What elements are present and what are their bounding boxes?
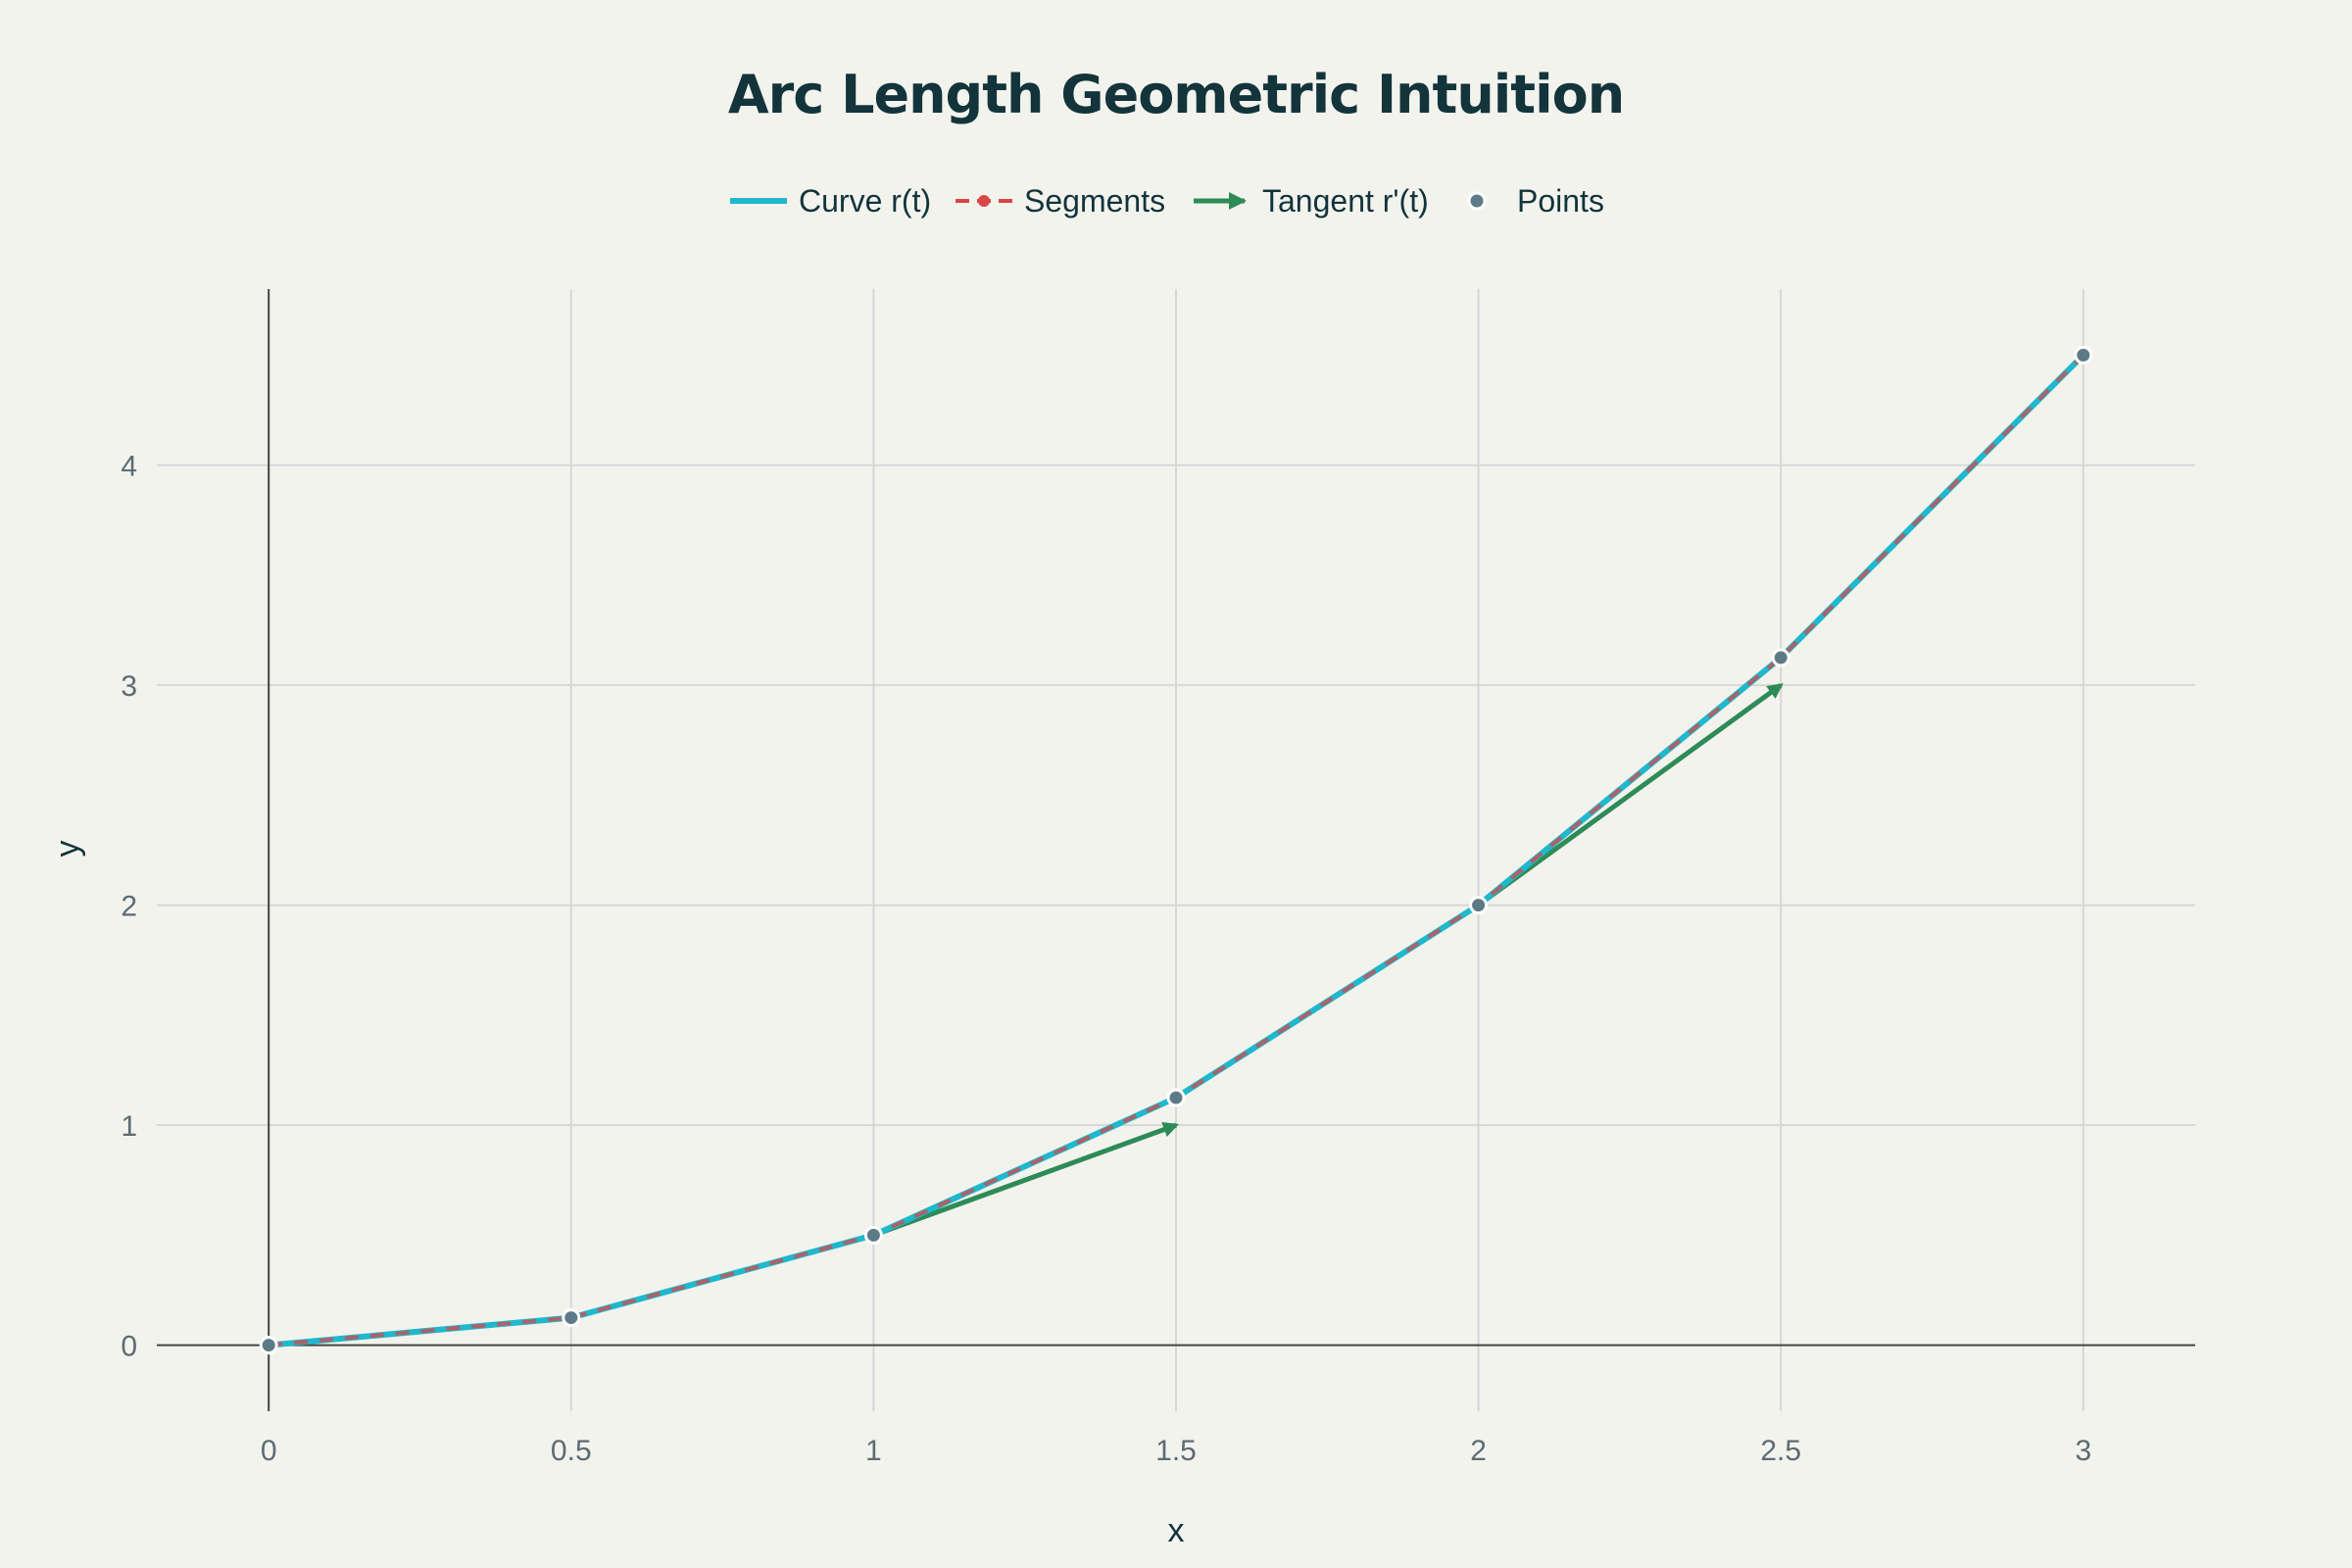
y-tick-label: 1	[121, 1110, 137, 1143]
x-tick-label: 2.5	[1760, 1435, 1801, 1467]
data-point	[259, 1336, 278, 1355]
data-point	[562, 1308, 581, 1328]
y-axis-ticks: 0 1 2 3 4	[121, 451, 137, 1363]
data-point	[863, 1225, 883, 1245]
legend-item: Tangent r'(t)	[1194, 183, 1429, 219]
data-point	[1469, 896, 1489, 915]
x-tick-label: 1	[865, 1435, 882, 1467]
axes	[157, 289, 2195, 1411]
x-tick-label: 2	[1470, 1435, 1487, 1467]
x-tick-label: 0	[261, 1435, 277, 1467]
y-tick-label: 2	[121, 891, 137, 923]
grid	[157, 289, 2195, 1411]
data-point	[1166, 1088, 1186, 1107]
legend-swatch-points	[1467, 191, 1487, 211]
chart-title: Arc Length Geometric Intuition	[728, 64, 1624, 125]
legend-label: Segments	[1024, 183, 1165, 219]
y-tick-label: 3	[121, 670, 137, 703]
y-axis-title: y	[49, 841, 86, 858]
y-tick-label: 4	[121, 451, 137, 483]
legend-item: Segments	[956, 183, 1165, 219]
x-tick-label: 0.5	[551, 1435, 592, 1467]
tangent-arrow	[1477, 683, 1784, 907]
x-tick-label: 1.5	[1155, 1435, 1197, 1467]
data-point	[2074, 345, 2093, 365]
series	[259, 345, 2093, 1355]
x-axis-title: x	[1168, 1512, 1185, 1549]
legend-item: Curve r(t)	[730, 183, 931, 219]
legend-swatch-tangent-arrowhead	[1229, 192, 1247, 210]
x-axis-ticks: 0 0.5 1 1.5 2 2.5 3	[261, 1435, 2091, 1467]
legend-item: Points	[1467, 183, 1604, 219]
tangent-arrow	[872, 1121, 1180, 1238]
x-tick-label: 3	[2075, 1435, 2091, 1467]
legend-swatch-segments-marker	[978, 195, 990, 207]
y-tick-label: 0	[121, 1331, 137, 1363]
legend-label: Points	[1517, 183, 1604, 219]
legend: Curve r(t) Segments Tangent r'(t) Points	[730, 183, 1604, 219]
data-point	[1771, 648, 1790, 667]
legend-label: Curve r(t)	[799, 183, 931, 219]
legend-label: Tangent r'(t)	[1262, 183, 1429, 219]
